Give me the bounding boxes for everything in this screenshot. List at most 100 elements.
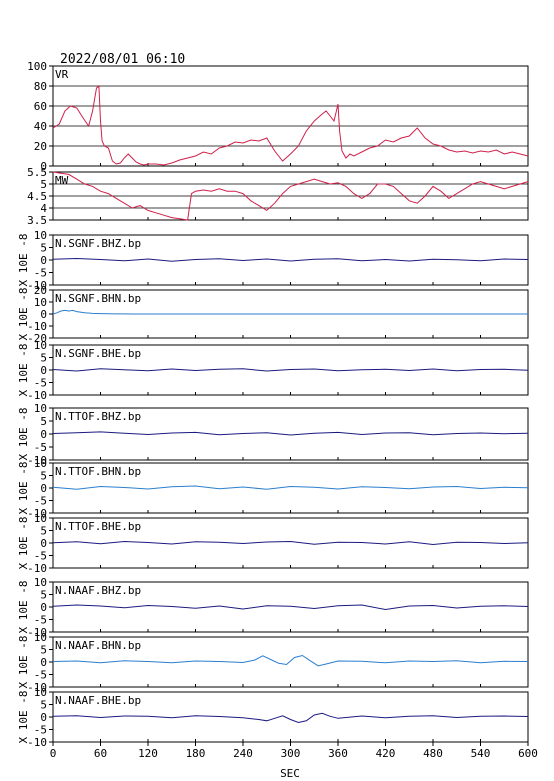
series-line-n-ttof-bhz-bp: [52, 431, 529, 436]
y-tick-label: 20: [34, 140, 47, 153]
series-line-n-sgnf-bhz-bp: [52, 257, 529, 262]
panel-label: N.TTOF.BHN.bp: [55, 465, 141, 478]
x-tick-label: 120: [138, 747, 158, 760]
y-tick-label: 5.5: [27, 166, 47, 179]
y-tick-label: 10: [34, 339, 47, 352]
x-axis-label: SEC: [280, 767, 300, 780]
unit-label: X 10E -8: [17, 691, 30, 744]
series-line-n-ttof-bhn-bp: [52, 485, 529, 490]
y-tick-label: -5: [34, 495, 47, 508]
series-line-n-naaf-bhe-bp: [52, 712, 529, 724]
y-tick-label: 4.5: [27, 190, 47, 203]
y-tick-label: 10: [34, 631, 47, 644]
x-tick-label: 60: [94, 747, 107, 760]
series-line-n-sgnf-bhe-bp: [52, 368, 529, 372]
y-tick-label: 20: [34, 284, 47, 297]
y-tick-label: -10: [27, 507, 47, 520]
y-tick-label: -20: [27, 332, 47, 345]
panel-label: N.TTOF.BHE.bp: [55, 520, 141, 533]
y-tick-label: 10: [34, 296, 47, 309]
y-tick-label: 0: [40, 254, 47, 267]
y-tick-label: 3.5: [27, 214, 47, 227]
y-tick-label: 5: [40, 525, 47, 538]
panel-label: N.SGNF.BHN.bp: [55, 292, 141, 305]
x-tick-label: 600: [518, 747, 538, 760]
y-tick-label: -10: [27, 681, 47, 694]
y-tick-label: -10: [27, 279, 47, 292]
panel-label: N.SGNF.BHZ.bp: [55, 237, 141, 250]
x-tick-label: 420: [376, 747, 396, 760]
panel-label: N.NAAF.BHE.bp: [55, 694, 141, 707]
y-tick-label: 5: [40, 242, 47, 255]
unit-label: X 10E -8: [17, 344, 30, 397]
panel-label: MW: [55, 174, 69, 187]
y-tick-label: 5: [40, 352, 47, 365]
y-tick-label: 5: [40, 589, 47, 602]
series-line-n-naaf-bhn-bp: [52, 654, 529, 667]
y-tick-label: 100: [27, 60, 47, 73]
y-tick-label: 40: [34, 120, 47, 133]
panel-label: VR: [55, 68, 69, 81]
y-tick-label: 10: [34, 512, 47, 525]
y-tick-label: 0: [40, 537, 47, 550]
y-tick-label: -5: [34, 550, 47, 563]
y-tick-label: 10: [34, 229, 47, 242]
y-tick-label: 5: [40, 415, 47, 428]
series-line-n-naaf-bhz-bp: [52, 604, 529, 611]
y-tick-label: -5: [34, 614, 47, 627]
y-tick-label: 0: [40, 656, 47, 669]
series-line-vr: [52, 84, 529, 166]
y-tick-label: 5: [40, 699, 47, 712]
x-tick-label: 360: [328, 747, 348, 760]
y-tick-label: -5: [34, 267, 47, 280]
y-tick-label: -10: [27, 562, 47, 575]
y-tick-label: -5: [34, 441, 47, 454]
unit-label: X 10E -8: [17, 517, 30, 570]
y-tick-label: 0: [40, 482, 47, 495]
unit-label: X 10E -8: [17, 462, 30, 515]
panel-label: N.NAAF.BHZ.bp: [55, 584, 141, 597]
y-tick-label: 0: [40, 160, 47, 173]
y-tick-label: -10: [27, 389, 47, 402]
series-line-n-sgnf-bhn-bp: [52, 309, 528, 315]
y-tick-label: 0: [40, 711, 47, 724]
x-tick-label: 540: [471, 747, 491, 760]
y-tick-label: 0: [40, 428, 47, 441]
y-tick-label: -5: [34, 669, 47, 682]
x-tick-label: 180: [186, 747, 206, 760]
panels: 020406080100VR3.544.555.5MW-10-50510N.SG…: [17, 60, 529, 749]
x-axis: 0 60 120 180 240 300 360 420 480 540 600: [50, 742, 538, 760]
panel-mw: 3.544.555.5 MW: [27, 166, 529, 227]
y-tick-label: 0: [40, 364, 47, 377]
unit-label: X 10E -8: [17, 234, 30, 287]
panel-vr: 0 20 40 60 80 100 VR: [27, 60, 529, 173]
panel-label: N.NAAF.BHN.bp: [55, 639, 141, 652]
y-tick-label: 5: [40, 644, 47, 657]
series-line-mw: [52, 171, 529, 221]
y-tick-label: -10: [27, 736, 47, 749]
y-tick-label: -10: [27, 626, 47, 639]
y-tick-label: -10: [27, 454, 47, 467]
y-tick-label: 4: [40, 202, 47, 215]
series-line-n-ttof-bhe-bp: [52, 540, 529, 546]
y-tick-label: 80: [34, 80, 47, 93]
y-tick-label: -10: [27, 320, 47, 333]
y-tick-label: 10: [34, 686, 47, 699]
y-tick-label: 0: [40, 308, 47, 321]
x-tick-label: 300: [281, 747, 301, 760]
y-tick-label: 60: [34, 100, 47, 113]
unit-label: X 10E -8: [17, 408, 30, 461]
y-tick-label: 10: [34, 402, 47, 415]
unit-label: X 10E -8: [17, 288, 30, 341]
y-tick-label: 5: [40, 178, 47, 191]
